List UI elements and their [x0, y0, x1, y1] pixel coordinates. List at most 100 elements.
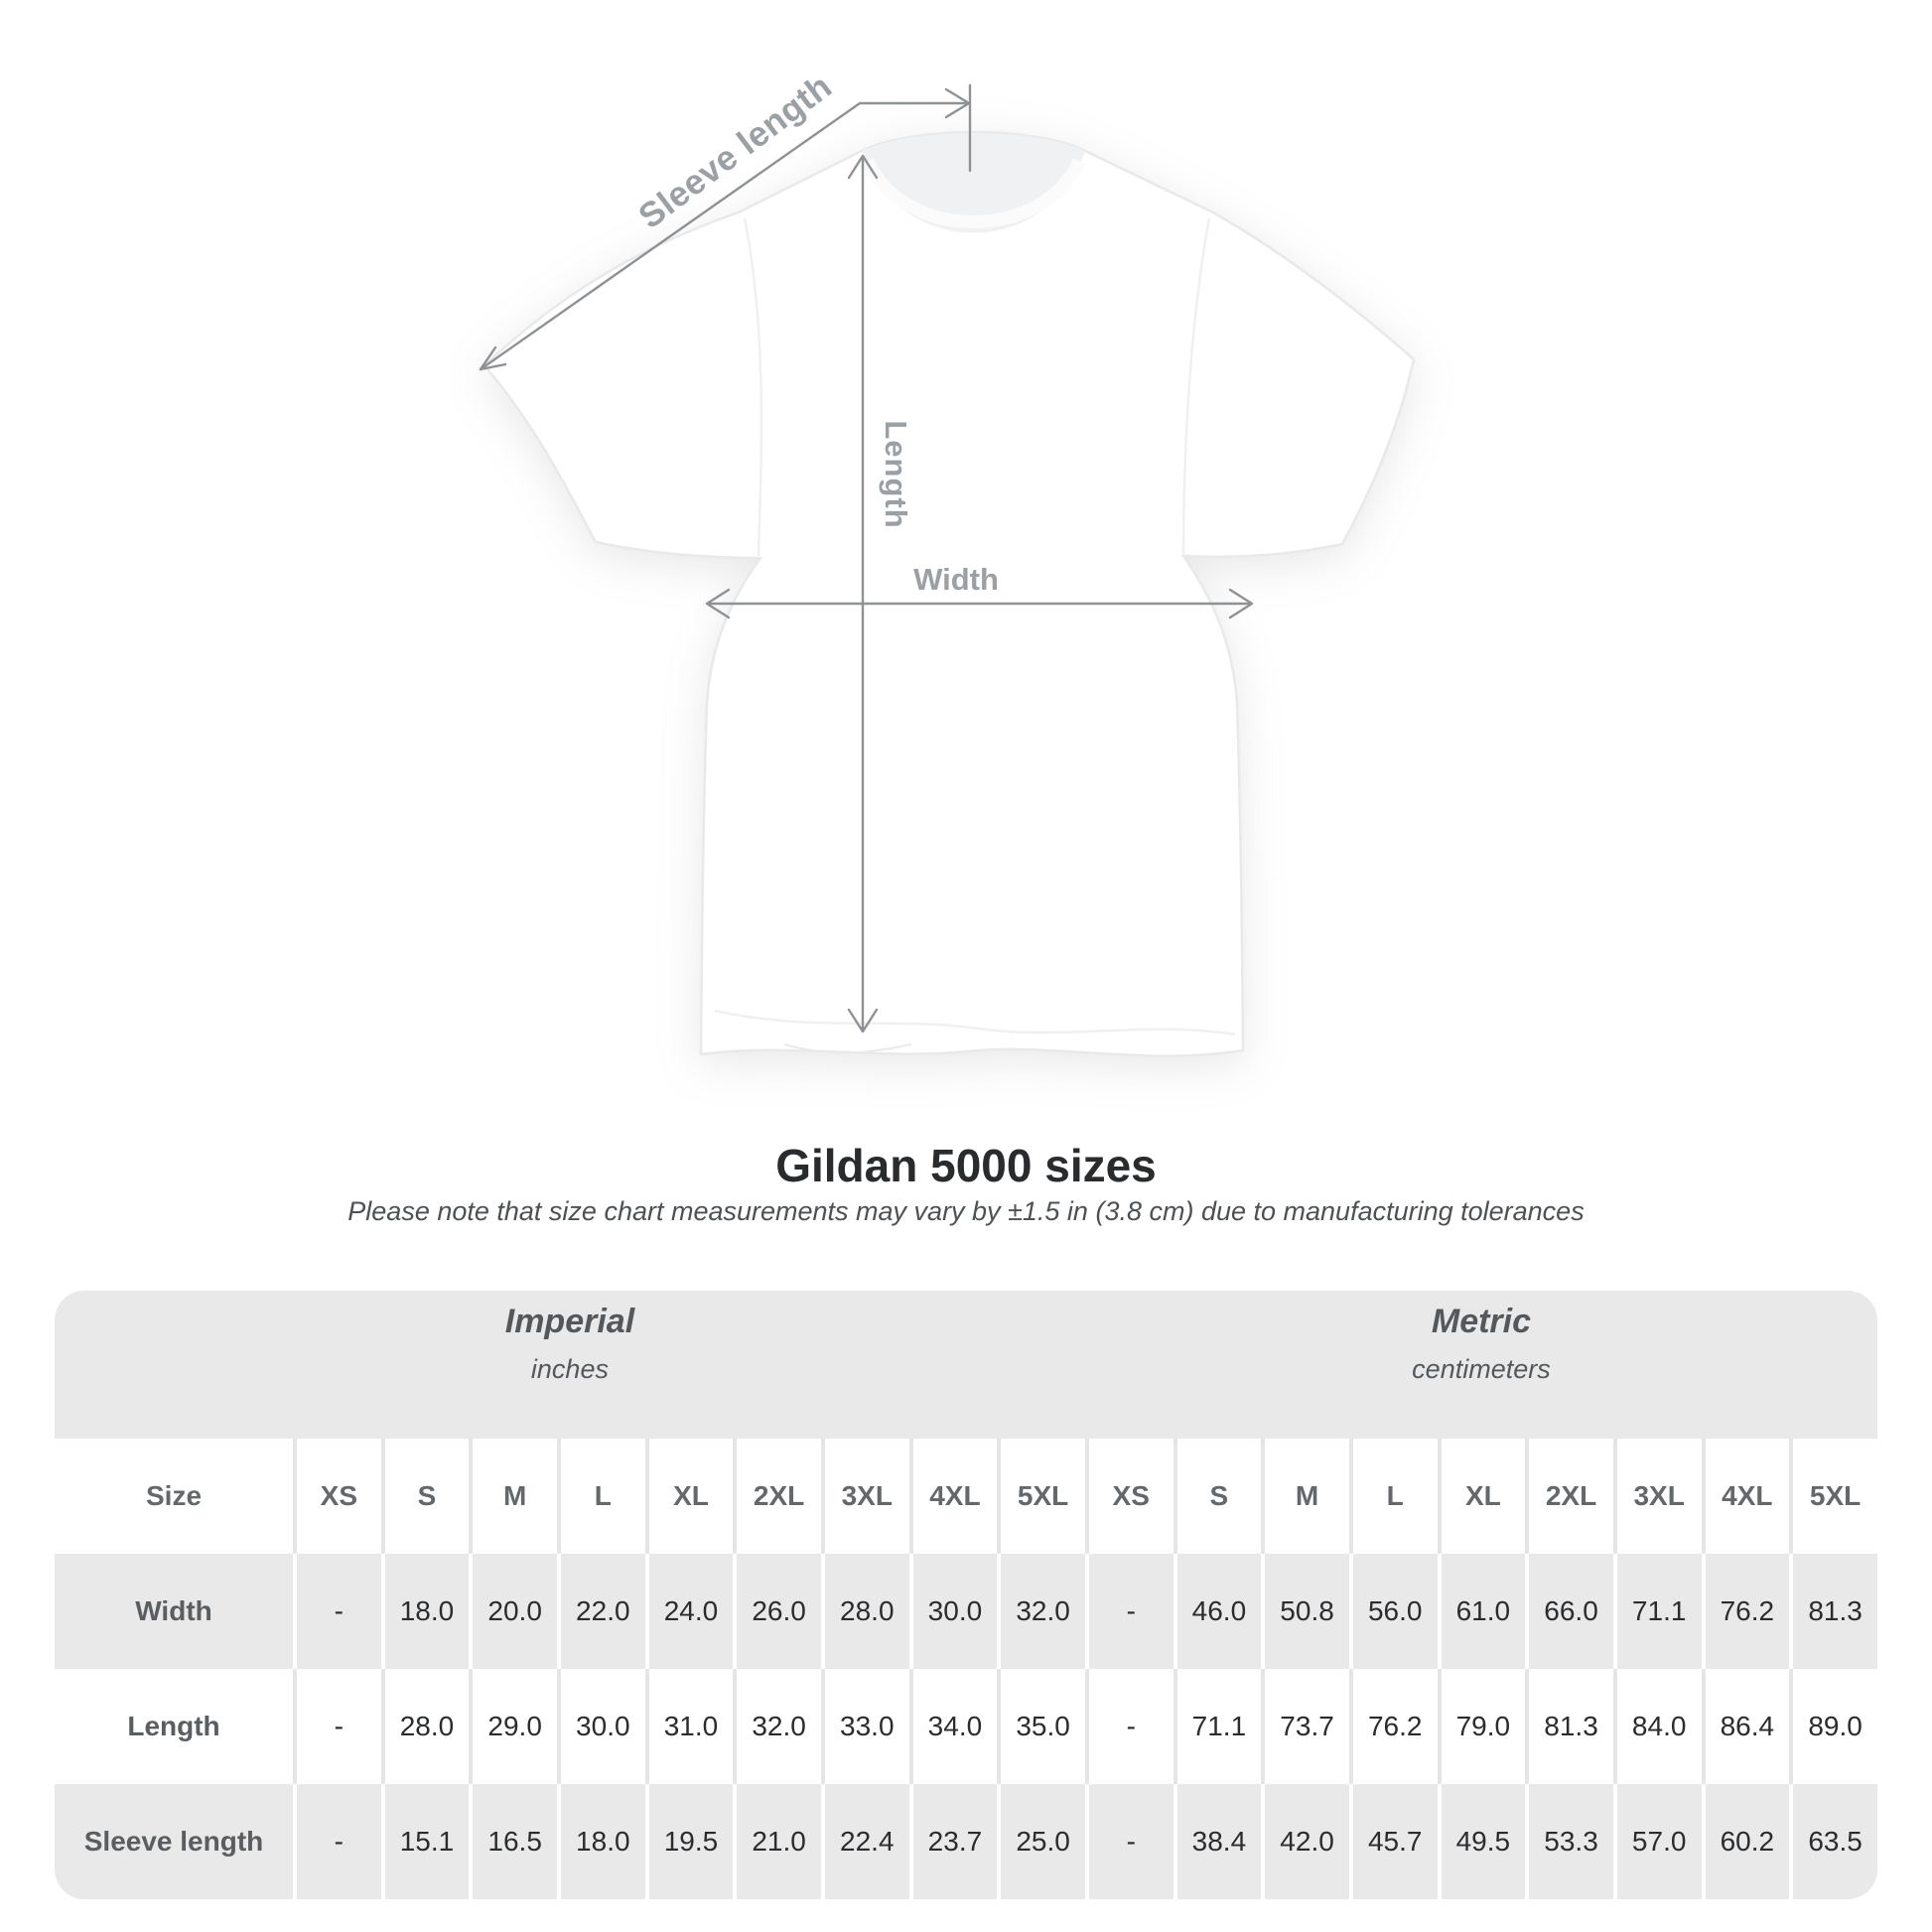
- width-arrow-right: [1228, 588, 1254, 620]
- table-cell: 71.1: [1173, 1669, 1262, 1784]
- collar-ribbing: [862, 158, 1085, 228]
- table-cell: 76.2: [1701, 1554, 1790, 1669]
- size-col-header: XL: [1437, 1439, 1526, 1554]
- table-cell: 45.7: [1348, 1784, 1438, 1899]
- table-cell: -: [293, 1784, 381, 1899]
- table-cell: 46.0: [1173, 1554, 1262, 1669]
- size-col-header: 4XL: [1701, 1439, 1790, 1554]
- size-col-header: S: [1173, 1439, 1262, 1554]
- table-cell: 28.0: [820, 1554, 909, 1669]
- row-label-sleeve-length: Sleeve length: [55, 1784, 293, 1899]
- size-col-header: 5XL: [997, 1439, 1085, 1554]
- table-cell: 38.4: [1173, 1784, 1262, 1899]
- table-cell: 22.0: [556, 1554, 645, 1669]
- table-cell: 76.2: [1348, 1669, 1438, 1784]
- table-cell: 35.0: [997, 1669, 1085, 1784]
- size-table: Imperial inches Metric centimeters Size …: [55, 1291, 1877, 1899]
- table-cell: 20.0: [469, 1554, 557, 1669]
- table-cell: -: [293, 1554, 381, 1669]
- table-cell: 61.0: [1437, 1554, 1526, 1669]
- table-cell: 81.3: [1525, 1669, 1613, 1784]
- table-cell: 56.0: [1348, 1554, 1438, 1669]
- table-cell: 18.0: [556, 1784, 645, 1899]
- table-cell: 57.0: [1612, 1784, 1702, 1899]
- width-row: Width - 18.0 20.0 22.0 24.0 26.0 28.0 30…: [55, 1554, 1877, 1669]
- table-cell: 29.0: [469, 1669, 557, 1784]
- table-cell: 30.0: [556, 1669, 645, 1784]
- table-cell: -: [1084, 1554, 1173, 1669]
- size-col-header: 4XL: [908, 1439, 998, 1554]
- sleeve-arrow-left: [479, 345, 507, 371]
- table-cell: 32.0: [997, 1554, 1085, 1669]
- table-cell: 66.0: [1525, 1554, 1613, 1669]
- metric-title: Metric: [1431, 1303, 1532, 1340]
- length-label: Length: [879, 420, 913, 529]
- length-arrow-up: [847, 154, 879, 180]
- table-cell: 73.7: [1261, 1669, 1349, 1784]
- width-arrow-left: [705, 588, 731, 620]
- table-cell: 28.0: [380, 1669, 470, 1784]
- hem-crease: [714, 1009, 1236, 1036]
- table-cell: 30.0: [908, 1554, 998, 1669]
- table-cell: 16.5: [469, 1784, 557, 1899]
- length-row: Length - 28.0 29.0 30.0 31.0 32.0 33.0 3…: [55, 1669, 1877, 1784]
- table-cell: -: [1084, 1784, 1173, 1899]
- size-col-header: XS: [1084, 1439, 1173, 1554]
- size-col-header: 2XL: [733, 1439, 821, 1554]
- table-cell: 26.0: [733, 1554, 821, 1669]
- size-col-header: M: [1261, 1439, 1349, 1554]
- table-cell: 19.5: [644, 1784, 734, 1899]
- size-col-header: XL: [644, 1439, 734, 1554]
- table-cell: 22.4: [820, 1784, 909, 1899]
- size-col-header: S: [380, 1439, 470, 1554]
- size-row-label: Size: [55, 1439, 293, 1554]
- size-col-header: 2XL: [1525, 1439, 1613, 1554]
- table-cell: 60.2: [1701, 1784, 1790, 1899]
- page-subtitle: Please note that size chart measurements…: [347, 1196, 1585, 1226]
- table-cell: 50.8: [1261, 1554, 1349, 1669]
- table-cell: 33.0: [820, 1669, 909, 1784]
- metric-header: Metric centimeters: [1084, 1291, 1877, 1439]
- table-cell: 84.0: [1612, 1669, 1702, 1784]
- table-cell: 71.1: [1612, 1554, 1702, 1669]
- sleeve-dimension-line: [479, 101, 970, 371]
- imperial-header: Imperial inches: [55, 1291, 1085, 1439]
- table-cell: 89.0: [1789, 1669, 1877, 1784]
- row-label-length: Length: [55, 1669, 293, 1784]
- size-col-header: XS: [293, 1439, 381, 1554]
- unit-header-row: Imperial inches Metric centimeters: [55, 1291, 1877, 1439]
- width-label: Width: [913, 562, 999, 597]
- table-cell: 32.0: [733, 1669, 821, 1784]
- table-cell: 31.0: [644, 1669, 734, 1784]
- imperial-unit: inches: [530, 1354, 609, 1384]
- table-cell: 81.3: [1789, 1554, 1877, 1669]
- table-cell: 42.0: [1261, 1784, 1349, 1899]
- table-cell: 15.1: [380, 1784, 470, 1899]
- table-cell: 34.0: [908, 1669, 998, 1784]
- size-col-header: L: [556, 1439, 645, 1554]
- left-sleeve-seam: [743, 217, 763, 557]
- row-label-width: Width: [55, 1554, 293, 1669]
- size-col-header: 5XL: [1789, 1439, 1877, 1554]
- table-cell: 53.3: [1525, 1784, 1613, 1899]
- sleeve-length-row: Sleeve length - 15.1 16.5 18.0 19.5 21.0…: [55, 1784, 1877, 1899]
- page-title: Gildan 5000 sizes: [775, 1140, 1157, 1191]
- table-cell: 25.0: [997, 1784, 1085, 1899]
- table-cell: 23.7: [908, 1784, 998, 1899]
- tshirt-silhouette: [483, 131, 1416, 1057]
- metric-unit: centimeters: [1412, 1354, 1551, 1384]
- table-cell: 18.0: [380, 1554, 470, 1669]
- dimension-lines: [479, 83, 1254, 1034]
- table-cell: 63.5: [1789, 1784, 1877, 1899]
- table-cell: -: [1084, 1669, 1173, 1784]
- table-cell: 49.5: [1437, 1784, 1526, 1899]
- table-cell: 79.0: [1437, 1669, 1526, 1784]
- imperial-title: Imperial: [504, 1303, 635, 1340]
- table-cell: 24.0: [644, 1554, 734, 1669]
- table-cell: -: [293, 1669, 381, 1784]
- tshirt-graphic: [479, 83, 1416, 1057]
- table-cell: 86.4: [1701, 1669, 1790, 1784]
- size-col-header: M: [469, 1439, 557, 1554]
- size-header-row: Size XS S M L XL 2XL 3XL 4XL 5XL XS S M …: [55, 1439, 1877, 1554]
